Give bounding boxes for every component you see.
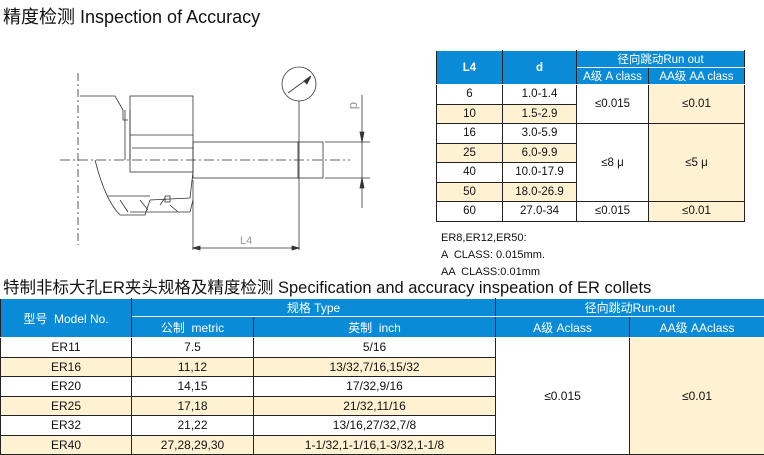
cell-a: ≤0.015 xyxy=(577,85,649,124)
cell-inch: 5/16 xyxy=(254,338,496,358)
cell-l4: 40 xyxy=(437,163,503,183)
dial-indicator-icon xyxy=(282,67,316,101)
cell-a: ≤0.015 xyxy=(577,202,649,222)
header-a-class: A级 A class xyxy=(577,68,649,85)
header-inch: 英制 inch xyxy=(254,317,496,338)
cell-inch: 17/32,9/16 xyxy=(254,377,496,397)
cell-d: 1.0-1.4 xyxy=(503,85,577,105)
cell-model: ER16 xyxy=(1,357,132,377)
table-row: 60 27.0-34 ≤0.015 ≤0.01 xyxy=(437,202,745,222)
note-line: A CLASS: 0.015mm. xyxy=(441,247,545,264)
cell-metric: 7.5 xyxy=(132,338,254,358)
cell-d: 27.0-34 xyxy=(503,202,577,222)
cell-inch: 1-1/32,1-1/16,1-3/32,1-1/8 xyxy=(254,435,496,455)
cell-d: 3.0-5.9 xyxy=(503,124,577,144)
cell-l4: 16 xyxy=(437,124,503,144)
cell-aa: ≤0.01 xyxy=(649,85,745,124)
title-spec: 特制非标大孔ER夹头规格及精度检测 Specification and accu… xyxy=(3,274,651,298)
cell-model: ER11 xyxy=(1,338,132,358)
cell-inch: 21/32,11/16 xyxy=(254,396,496,416)
header-aa-class: AA级 AA class xyxy=(649,68,745,85)
cell-model: ER20 xyxy=(1,377,132,397)
cell-inch: 13/32,7/16,15/32 xyxy=(254,357,496,377)
cell-l4: 10 xyxy=(437,104,503,124)
cell-aa: ≤5 μ xyxy=(649,124,745,202)
cell-model: ER40 xyxy=(1,435,132,455)
header-type: 规格 Type xyxy=(132,299,496,317)
cell-d: 10.0-17.9 xyxy=(503,163,577,183)
cell-metric: 11,12 xyxy=(132,357,254,377)
header-aa-class: AA级 AAclass xyxy=(630,317,764,338)
cell-aa: ≤0.01 xyxy=(649,202,745,222)
cell-d: 1.5-2.9 xyxy=(503,104,577,124)
cell-inch: 13/16,27/32,7/8 xyxy=(254,416,496,436)
cell-l4: 25 xyxy=(437,143,503,163)
header-model: 型号 Model No. xyxy=(1,299,132,338)
header-metric: 公制 metric xyxy=(132,317,254,338)
table-row: ER11 7.5 5/16 ≤0.015 ≤0.01 xyxy=(1,338,764,358)
spec-table: 型号 Model No. 规格 Type 径向跳动Run-out 公制 metr… xyxy=(0,298,764,455)
cell-metric: 21,22 xyxy=(132,416,254,436)
header-runout: 径向跳动Run out xyxy=(577,51,745,68)
label-d: d xyxy=(347,102,362,109)
hatched-section xyxy=(95,160,193,215)
cell-metric: 17,18 xyxy=(132,396,254,416)
nut xyxy=(130,96,193,172)
header-runout: 径向跳动Run-out xyxy=(496,299,764,317)
accuracy-diagram: L4 d xyxy=(0,0,430,270)
cell-d: 6.0-9.9 xyxy=(503,143,577,163)
note-line: ER8,ER12,ER50: xyxy=(441,230,545,247)
collet-body xyxy=(80,96,128,120)
cell-model: ER32 xyxy=(1,416,132,436)
cell-d: 18.0-26.9 xyxy=(503,182,577,202)
accuracy-table: L4 d 径向跳动Run out A级 A class AA级 AA class… xyxy=(436,50,745,222)
header-a-class: A级 Aclass xyxy=(496,317,630,338)
cell-a: ≤8 μ xyxy=(577,124,649,202)
table-row: 16 3.0-5.9 ≤8 μ ≤5 μ xyxy=(437,124,745,144)
cell-metric: 27,28,29,30 xyxy=(132,435,254,455)
cell-metric: 14,15 xyxy=(132,377,254,397)
label-l4: L4 xyxy=(240,235,252,247)
header-d: d xyxy=(503,51,577,85)
cell-aa: ≤0.01 xyxy=(630,338,764,455)
cell-model: ER25 xyxy=(1,396,132,416)
cell-l4: 60 xyxy=(437,202,503,222)
cell-a: ≤0.015 xyxy=(496,338,630,455)
cell-l4: 50 xyxy=(437,182,503,202)
header-l4: L4 xyxy=(437,51,503,85)
table-row: 6 1.0-1.4 ≤0.015 ≤0.01 xyxy=(437,85,745,105)
cell-l4: 6 xyxy=(437,85,503,105)
